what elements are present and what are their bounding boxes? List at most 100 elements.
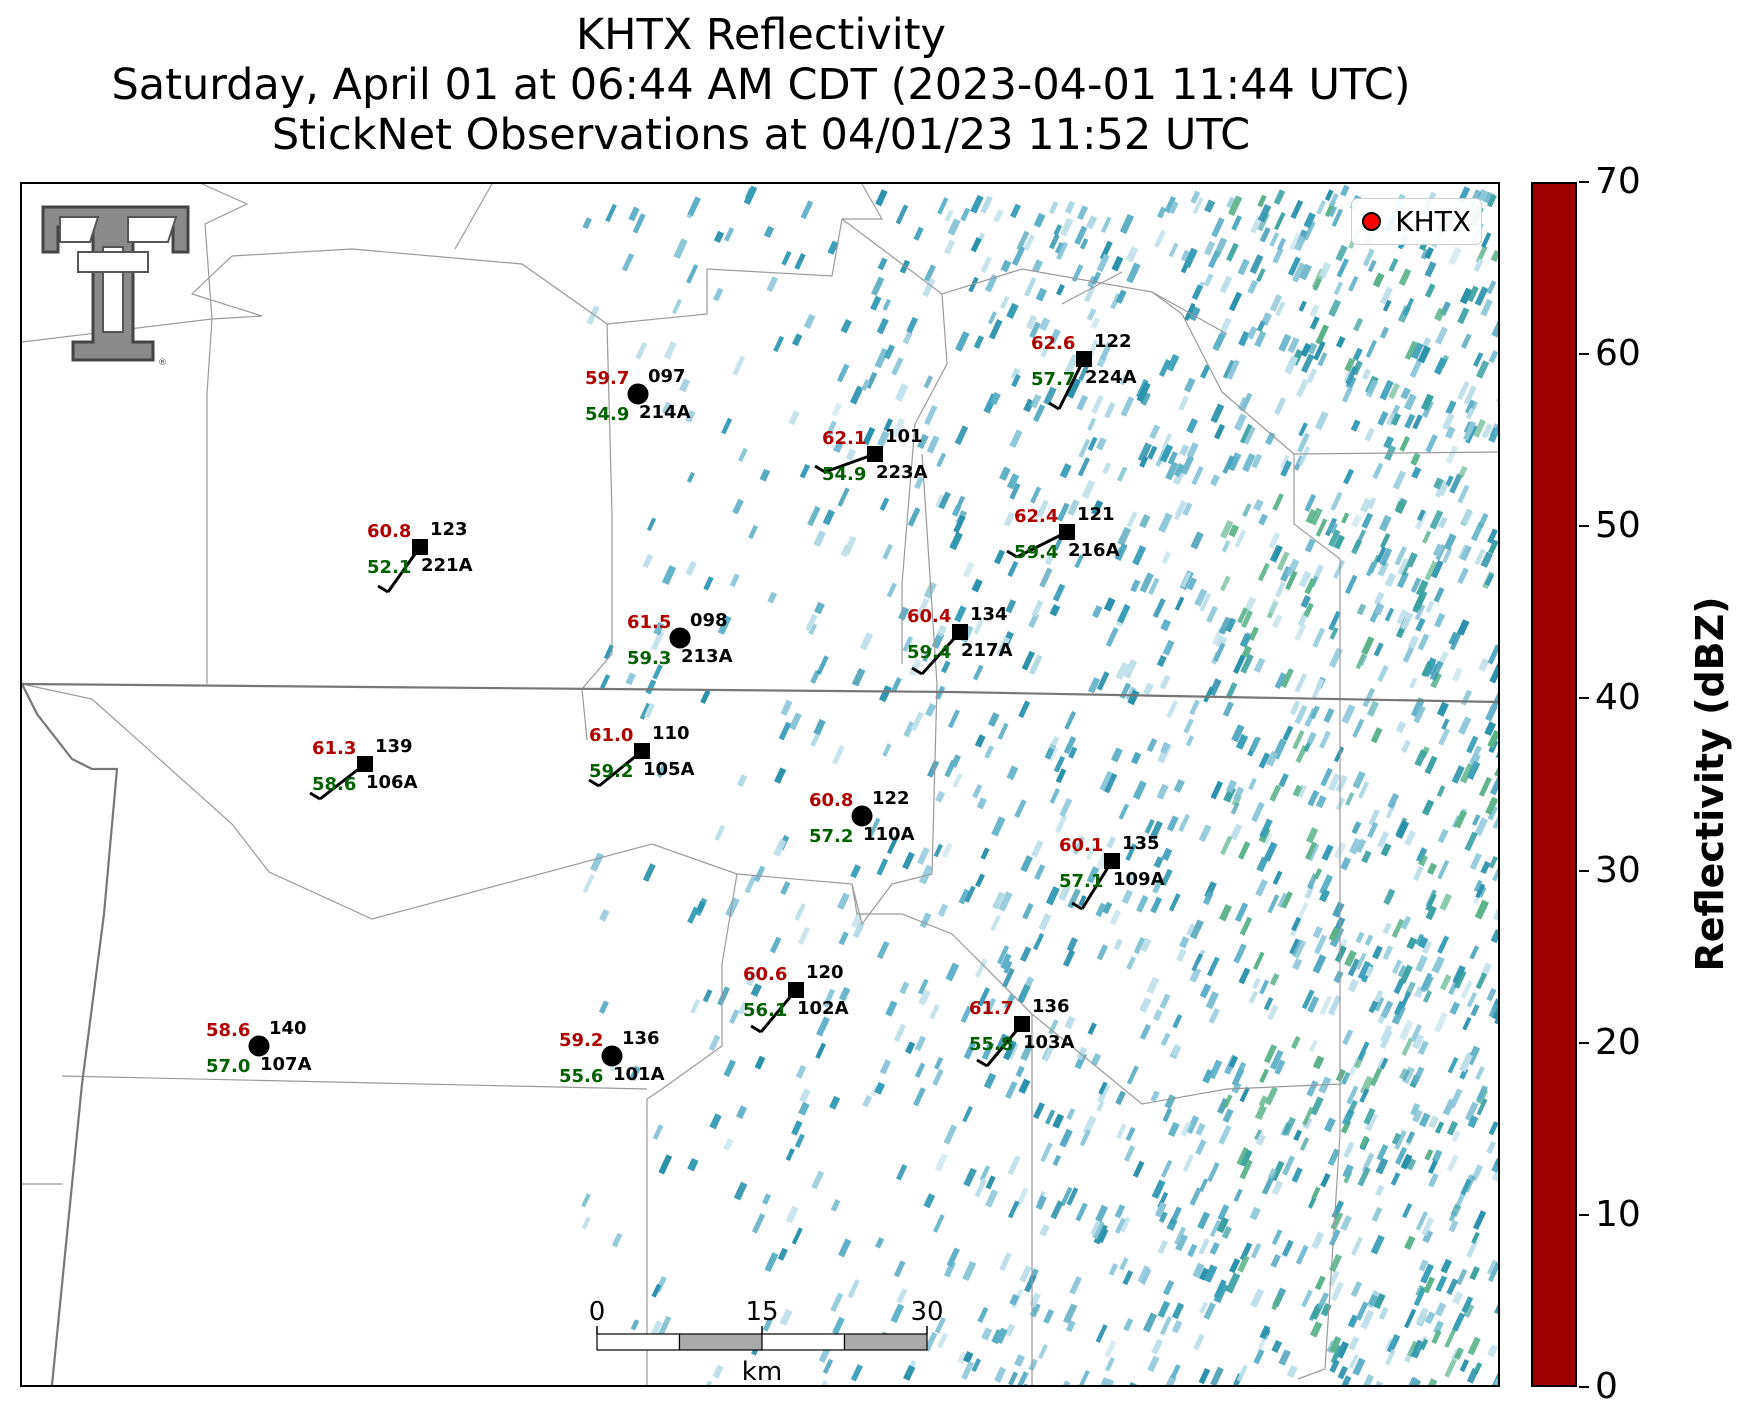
wind-barb-flag [377, 584, 389, 594]
station-dewpoint: 59.3 [627, 648, 671, 669]
station-wind-direction: 135 [1122, 833, 1160, 854]
station-dewpoint: 57.7 [1031, 369, 1075, 390]
station-marker-square [1104, 853, 1120, 869]
station-wind-direction: 110 [652, 723, 690, 744]
state-borders [22, 682, 1498, 1385]
station-wind-direction: 122 [872, 788, 910, 809]
wind-barb [824, 452, 876, 474]
station-102A: 60.6 120 56.1 102A [743, 962, 849, 1034]
station-marker-square [1014, 1016, 1030, 1032]
station-temperature: 59.7 [585, 368, 629, 389]
station-105A: 61.0 110 59.2 105A [588, 723, 695, 788]
station-id: 213A [681, 646, 733, 667]
station-103A: 61.7 136 55.8 103A [969, 996, 1075, 1068]
station-dewpoint: 59.4 [907, 642, 951, 663]
station-wind-direction: 122 [1094, 331, 1132, 352]
station-224A: 62.6 122 57.7 224A [1031, 331, 1137, 411]
station-marker-circle [626, 382, 650, 406]
scale-bar: 0 15 30 km [589, 1297, 944, 1385]
wind-barb-flag [588, 778, 600, 788]
station-id: 107A [260, 1054, 312, 1075]
station-marker-square [1059, 524, 1075, 540]
wind-barb-flag [309, 791, 321, 801]
station-101A: 59.2 136 55.6 101A [559, 1028, 665, 1087]
scalebar-segment [843, 1333, 928, 1351]
station-id: 105A [643, 759, 695, 780]
station-marker-circle [247, 1034, 271, 1058]
station-dewpoint: 55.6 [559, 1066, 603, 1087]
station-id: 103A [1023, 1032, 1075, 1053]
station-wind-direction: 121 [1077, 504, 1115, 525]
colorbar-ticks: 0 10 20 30 40 50 60 70 [1579, 162, 1669, 1407]
station-temperature: 61.0 [589, 725, 633, 746]
colorbar-tick-label: 30 [1595, 849, 1641, 891]
map-legend: KHTX [1351, 198, 1482, 245]
station-marker-square [867, 446, 883, 462]
station-temperature: 60.4 [907, 606, 951, 627]
station-wind-direction: 101 [885, 426, 923, 447]
station-marker-circle [850, 804, 874, 828]
station-213A: 61.5 098 59.3 213A [627, 610, 733, 669]
colorbar-tick-label: 70 [1595, 161, 1641, 202]
reflectivity-layer [581, 184, 1498, 1385]
title-line-3: StickNet Observations at 04/01/23 11:52 … [271, 110, 1251, 160]
station-temperature: 60.1 [1059, 835, 1103, 856]
station-dewpoint: 57.2 [809, 826, 853, 847]
station-temperature: 60.8 [809, 790, 853, 811]
scalebar-unit: km [742, 1357, 782, 1385]
double-t-logo-icon: ® [41, 205, 190, 368]
station-marker-circle [600, 1044, 624, 1068]
station-107A: 58.6 140 57.0 107A [206, 1018, 312, 1077]
station-216A: 62.4 121 59.4 216A [1006, 504, 1120, 563]
scalebar-tick-label: 15 [745, 1297, 778, 1327]
wind-barb [1016, 530, 1068, 559]
legend-label: KHTX [1395, 205, 1471, 238]
scalebar-segment [678, 1333, 763, 1351]
station-marker-square [788, 982, 804, 998]
registered-mark: ® [158, 358, 167, 367]
station-wind-direction: 140 [269, 1018, 307, 1039]
station-id: 106A [366, 772, 418, 793]
station-id: 101A [613, 1064, 665, 1085]
station-dewpoint: 54.9 [822, 464, 866, 485]
station-wind-direction: 134 [970, 604, 1008, 625]
station-temperature: 62.1 [822, 428, 866, 449]
colorbar-tick-label: 60 [1595, 333, 1641, 375]
colorbar [1531, 182, 1577, 1387]
colorbar-tick-label: 0 [1595, 1366, 1618, 1407]
wind-barb [1057, 358, 1086, 410]
scalebar-segment [761, 1333, 846, 1351]
county-borders [22, 184, 1498, 1385]
station-id: 214A [639, 402, 691, 423]
wind-barb-flag [911, 666, 923, 676]
station-id: 110A [863, 824, 915, 845]
station-id: 102A [797, 998, 849, 1019]
station-dewpoint: 59.2 [589, 761, 633, 782]
wind-barb-flag [814, 464, 826, 474]
station-dewpoint: 57.0 [206, 1056, 250, 1077]
station-marker-square [634, 743, 650, 759]
station-marker-circle [668, 626, 692, 650]
station-marker-square [412, 539, 428, 555]
wind-barb-flag [976, 1058, 988, 1068]
map-canvas: 59.7 097 54.9 214A 62.6 122 57.7 224A 62.1 101 54.… [22, 184, 1498, 1385]
station-106A: 61.3 139 58.6 106A [309, 736, 418, 801]
station-wind-direction: 120 [806, 962, 844, 983]
station-temperature: 59.2 [559, 1030, 603, 1051]
map-panel: 59.7 097 54.9 214A 62.6 122 57.7 224A 62.1 101 54.… [20, 182, 1500, 1387]
station-marker-square [952, 624, 968, 640]
station-id: 217A [961, 640, 1013, 661]
wind-barb-flag [1006, 549, 1018, 559]
wind-barb-flag [1071, 901, 1083, 911]
station-temperature: 61.7 [969, 998, 1013, 1019]
station-217A: 60.4 134 59.4 217A [907, 604, 1013, 676]
station-marker-square [1076, 351, 1092, 367]
station-temperature: 62.6 [1031, 333, 1075, 354]
station-109A: 60.1 135 57.1 109A [1059, 833, 1165, 911]
station-id: 223A [876, 462, 928, 483]
station-214A: 59.7 097 54.9 214A [585, 366, 691, 425]
title-line-1: KHTX Reflectivity [575, 10, 946, 60]
stickNet-stations: 59.7 097 54.9 214A 62.6 122 57.7 224A 62.1 101 54.… [206, 331, 1165, 1087]
radar-site-marker-icon [1362, 212, 1382, 231]
station-110A: 60.8 122 57.2 110A [809, 788, 915, 847]
